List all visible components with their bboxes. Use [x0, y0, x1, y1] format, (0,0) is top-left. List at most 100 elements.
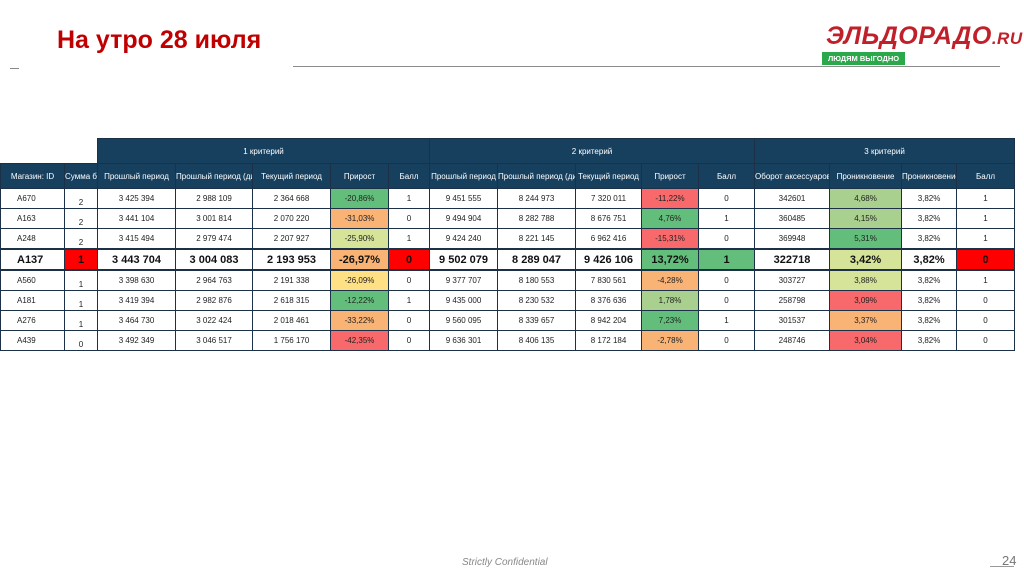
table-cell: 0: [698, 330, 756, 351]
table-cell: 360485: [754, 208, 831, 229]
table-row: A276 1 3 464 730 3 022 424 2 018 461 -33,22% 0…: [0, 310, 1016, 331]
table-cell: 3 419 394: [97, 290, 176, 311]
table-cell: 2 979 474: [175, 228, 253, 250]
header-divider: [293, 66, 1000, 67]
table-cell: 2 193 953: [252, 248, 331, 271]
table-cell: 8 172 184: [575, 330, 643, 351]
table-cell: 5,31%: [829, 228, 903, 250]
table-cell: -33,22%: [330, 310, 389, 331]
table-row: A439 0 3 492 349 3 046 517 1 756 170 -42,35% 0…: [0, 330, 1016, 351]
column-header: Прирост: [330, 163, 389, 189]
table-cell: 1: [64, 310, 98, 331]
table-cell: 0: [387, 310, 431, 331]
table-cell: 2 982 876: [175, 290, 253, 311]
table-row: A181 1 3 419 394 2 982 876 2 618 315 -12,22% 1…: [0, 290, 1016, 311]
table-cell: -11,22%: [641, 188, 700, 209]
logo-domain: .RU: [991, 29, 1023, 48]
table-cell: 9 502 079: [429, 248, 499, 271]
column-header: Текущий период: [252, 163, 331, 189]
table-cell: 4,15%: [829, 208, 903, 229]
table-cell: 1: [387, 290, 431, 311]
table-cell: A181: [0, 290, 65, 311]
table-cell: -4,28%: [641, 269, 700, 291]
column-header: Магазин: ID: [0, 163, 65, 189]
confidential-footer: Strictly Confidential: [462, 557, 548, 568]
table-cell: 0: [698, 228, 756, 250]
table-cell: 1: [64, 248, 98, 271]
table-cell: 3,04%: [829, 330, 903, 351]
column-header: Балл: [387, 163, 431, 189]
table-cell: 0: [956, 330, 1016, 351]
table-cell: 342601: [754, 188, 831, 209]
table-cell: 248746: [754, 330, 831, 351]
table-cell: 8 376 636: [575, 290, 643, 311]
column-header: Оборот аксессуаров: [754, 163, 831, 189]
table-cell: 4,68%: [829, 188, 903, 209]
table-cell: 9 426 106: [575, 248, 643, 271]
table-cell: -31,03%: [330, 208, 389, 229]
table-cell: 9 424 240: [429, 228, 499, 250]
table-cell: 8 230 532: [497, 290, 577, 311]
table-cell: A163: [0, 208, 65, 229]
table-cell: 3,82%: [901, 188, 958, 209]
table-cell: 3 398 630: [97, 269, 176, 291]
table-cell: A248: [0, 228, 65, 250]
page-number-underline: [990, 566, 1014, 567]
table-cell: 3,82%: [901, 290, 958, 311]
column-header: Прошлый период (динамика): [497, 163, 577, 189]
table-cell: 3 415 494: [97, 228, 176, 250]
table-cell: 7 830 561: [575, 269, 643, 291]
table-cell: -26,97%: [330, 248, 389, 271]
column-header: Прошлый период: [429, 163, 499, 189]
corner-dash: [10, 68, 19, 69]
table-cell: 0: [387, 330, 431, 351]
table-cell: 3 464 730: [97, 310, 176, 331]
table-cell: 322718: [754, 248, 831, 271]
table-cell: A137: [0, 248, 65, 271]
table-cell: 1: [64, 290, 98, 311]
table-cell: 3,82%: [901, 248, 958, 271]
table-cell: 0: [64, 330, 98, 351]
table-cell: 2 618 315: [252, 290, 331, 311]
table-cell: 1: [956, 208, 1016, 229]
table-cell: 4,76%: [641, 208, 700, 229]
header-blank: [0, 138, 98, 164]
table-cell: 9 636 301: [429, 330, 499, 351]
table-cell: 3,82%: [901, 330, 958, 351]
table-cell: 2: [64, 188, 98, 209]
column-header: Прошлый период: [97, 163, 176, 189]
logo-brand: ЭЛЬДОРАДО: [826, 22, 992, 50]
column-header: Проникновение: [901, 163, 958, 189]
table-cell: 3 004 083: [175, 248, 253, 271]
criterion-3-header: 3 критерий: [754, 138, 1016, 164]
column-header: Балл: [956, 163, 1016, 189]
table-cell: A276: [0, 310, 65, 331]
table-cell: 1: [698, 248, 756, 271]
table-cell: 0: [387, 208, 431, 229]
table-cell: 258798: [754, 290, 831, 311]
table-cell: 1: [387, 188, 431, 209]
table-cell: 1: [698, 310, 756, 331]
table-cell: 303727: [754, 269, 831, 291]
table-cell: 0: [698, 269, 756, 291]
table-cell: 1: [956, 228, 1016, 250]
table-cell: 3,82%: [901, 208, 958, 229]
table-cell: 301537: [754, 310, 831, 331]
page-number: 24: [1002, 553, 1017, 568]
table-cell: 7,23%: [641, 310, 700, 331]
table-cell: 8 244 973: [497, 188, 577, 209]
table-cell: 1: [64, 269, 98, 291]
table-cell: 369948: [754, 228, 831, 250]
table-cell: 8 282 788: [497, 208, 577, 229]
table-cell: 0: [387, 248, 431, 271]
table-cell: 1 756 170: [252, 330, 331, 351]
column-header: Сумма баллов: [64, 163, 98, 189]
table-cell: -2,78%: [641, 330, 700, 351]
table-cell: 9 377 707: [429, 269, 499, 291]
logo-slogan: ЛЮДЯМ ВЫГОДНО: [822, 52, 906, 65]
table-cell: 3 441 104: [97, 208, 176, 229]
column-header: Текущий период: [575, 163, 643, 189]
table-cell: 8 406 135: [497, 330, 577, 351]
table-cell: 0: [698, 188, 756, 209]
